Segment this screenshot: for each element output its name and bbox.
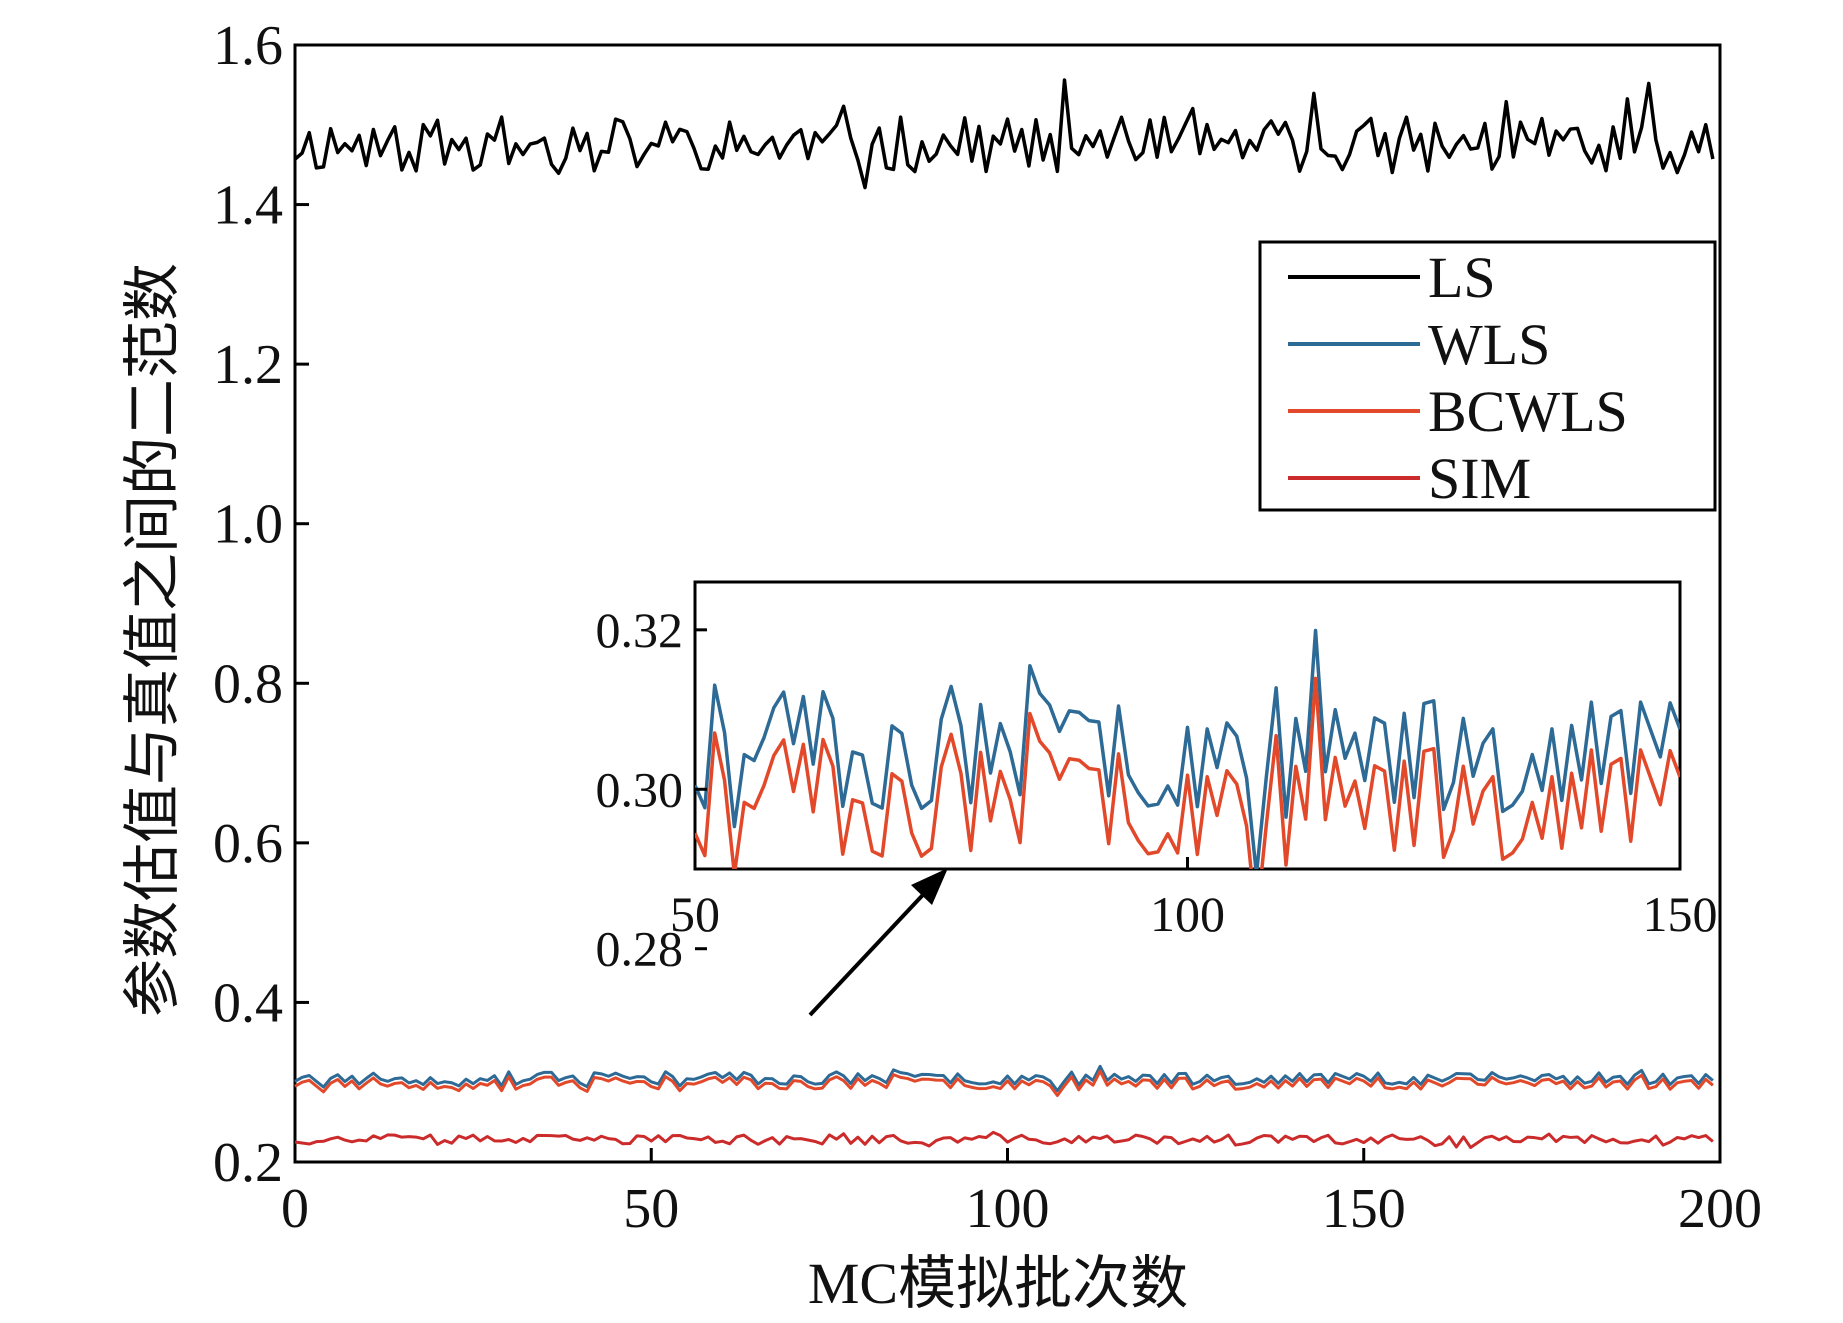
inset-series-line-bcwls bbox=[695, 676, 1680, 869]
zoom-arrow-head bbox=[911, 868, 948, 905]
x-tick-label-100: 100 bbox=[966, 1178, 1050, 1240]
legend-label-wls: WLS bbox=[1428, 312, 1550, 377]
y-tick-label-1.6: 1.6 bbox=[213, 15, 283, 77]
inset-y-tick-label-0.32: 0.32 bbox=[596, 602, 684, 658]
y-tick-label-1: 1.0 bbox=[213, 494, 283, 556]
x-tick-label-150: 150 bbox=[1322, 1178, 1406, 1240]
inset-x-tick-label-100: 100 bbox=[1150, 886, 1225, 942]
y-tick-label-0.4: 0.4 bbox=[213, 972, 283, 1034]
legend-label-ls: LS bbox=[1428, 245, 1496, 310]
inset-x-tick-label-50: 50 bbox=[670, 886, 720, 942]
inset-x-tick-label-150: 150 bbox=[1643, 886, 1718, 942]
main-plot-area: 0 50 100 150 200 0.2 0.4 0.6 0.8 1.0 1.2 1.4 1.6 bbox=[213, 15, 1762, 1240]
series-line-sim bbox=[294, 1130, 1714, 1149]
inset-frame bbox=[693, 580, 1682, 871]
x-tick-label-0: 0 bbox=[281, 1178, 309, 1240]
legend-frame bbox=[1258, 240, 1717, 512]
series-line-ls bbox=[293, 78, 1715, 190]
x-tick-label-200: 200 bbox=[1678, 1178, 1762, 1240]
x-axis-title: MC模拟批次数 bbox=[808, 1251, 1188, 1316]
inset-y-tick-label-0.28: 0.28 bbox=[596, 921, 684, 977]
y-tick-label-1.2: 1.2 bbox=[213, 334, 283, 396]
y-tick-label-1.4: 1.4 bbox=[213, 175, 283, 237]
legend-label-sim: SIM bbox=[1428, 446, 1531, 511]
inset-series-line-wls bbox=[695, 628, 1680, 869]
y-tick-label-0.2: 0.2 bbox=[213, 1132, 283, 1194]
legend-label-bcwls: BCWLS bbox=[1428, 379, 1628, 444]
series-line-bcwls bbox=[294, 1069, 1714, 1098]
y-tick-label-0.6: 0.6 bbox=[213, 813, 283, 875]
y-tick-label-0.8: 0.8 bbox=[213, 653, 283, 715]
zoom-arrow bbox=[808, 880, 937, 1017]
y-axis-title: 参数估值与真值之间的二范数 bbox=[120, 263, 185, 1017]
x-tick-label-50: 50 bbox=[623, 1178, 679, 1240]
inset-y-tick-label-0.3: 0.30 bbox=[596, 761, 684, 817]
inset-plot-area: 50 100 150 0.28 0.30 0.32 bbox=[596, 580, 1718, 977]
series-line-wls bbox=[294, 1064, 1714, 1093]
